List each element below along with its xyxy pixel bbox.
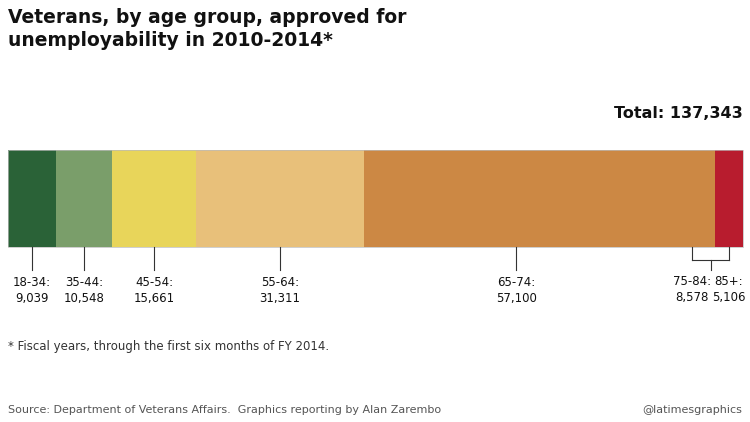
Text: Source: Department of Veterans Affairs.  Graphics reporting by Alan Zarembo: Source: Department of Veterans Affairs. … (8, 405, 441, 415)
Text: * Fiscal years, through the first six months of FY 2014.: * Fiscal years, through the first six mo… (8, 340, 328, 353)
Text: Veterans, by age group, approved for
unemployability in 2010-2014*: Veterans, by age group, approved for une… (8, 8, 406, 50)
Text: 35-44:
10,548: 35-44: 10,548 (64, 276, 104, 305)
Text: @latimesgraphics: @latimesgraphics (643, 405, 742, 415)
Text: 85+:
5,106: 85+: 5,106 (712, 275, 746, 304)
Bar (8, 150, 56, 247)
Text: Total: 137,343: Total: 137,343 (614, 106, 742, 121)
Text: 45-54:
15,661: 45-54: 15,661 (134, 276, 175, 305)
Text: 55-64:
31,311: 55-64: 31,311 (260, 276, 301, 305)
Bar (364, 150, 669, 247)
Text: 75-84:
8,578: 75-84: 8,578 (674, 275, 711, 304)
Text: 18-34:
9,039: 18-34: 9,039 (13, 276, 51, 305)
Text: 65-74:
57,100: 65-74: 57,100 (496, 276, 537, 305)
Bar (669, 150, 716, 247)
Bar (8, 150, 742, 247)
Bar (716, 150, 742, 247)
Bar (56, 150, 112, 247)
Bar (112, 150, 196, 247)
Bar (196, 150, 364, 247)
